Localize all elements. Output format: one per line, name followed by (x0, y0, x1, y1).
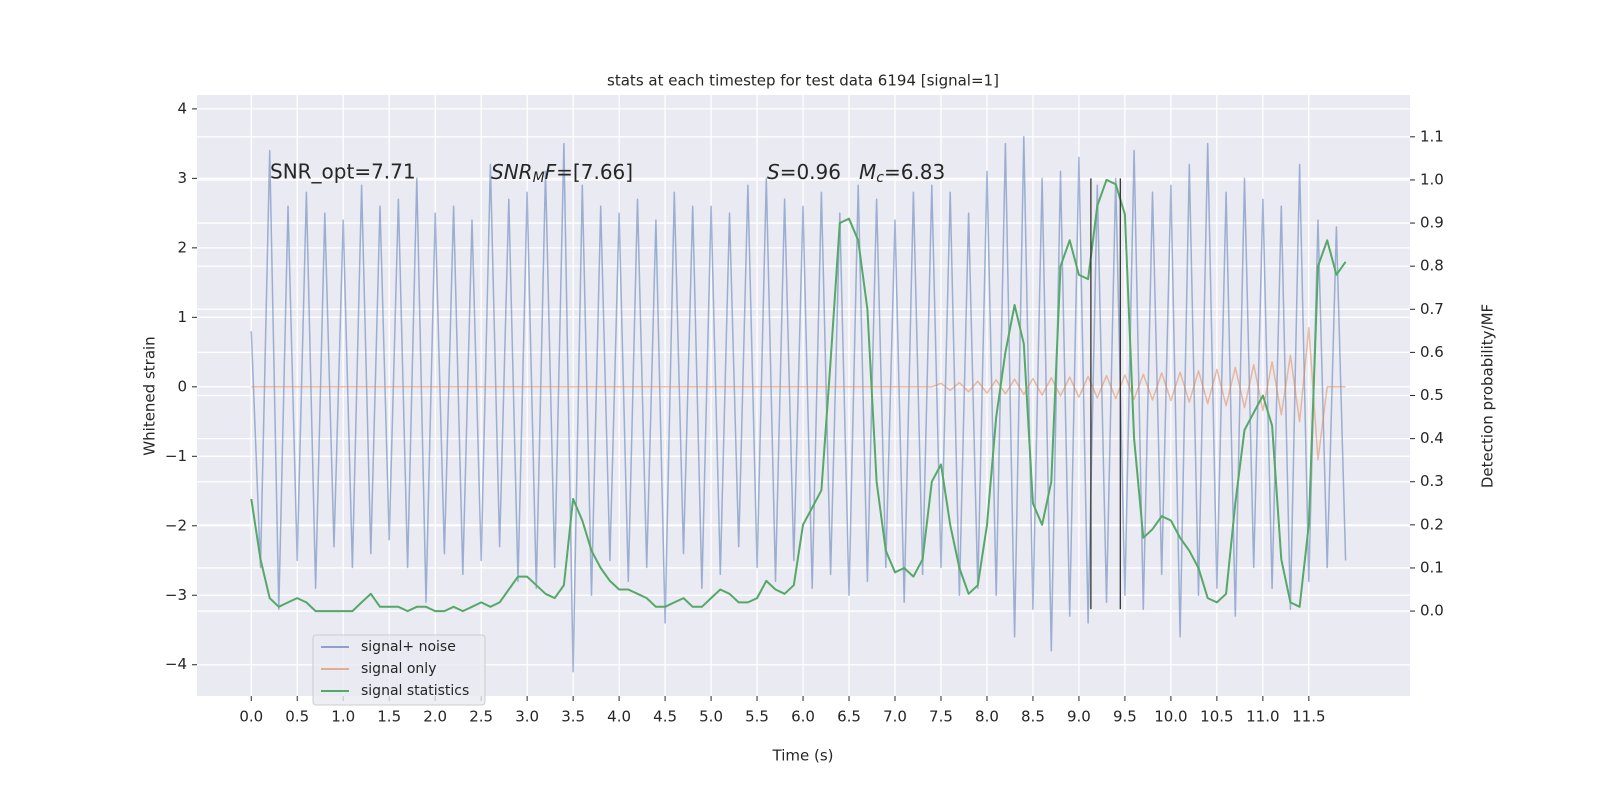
x-tick-label: 3.5 (561, 708, 585, 726)
x-tick-label: 6.0 (791, 708, 815, 726)
y2-tick-label: 0.5 (1420, 386, 1444, 404)
x-tick-label: 5.5 (745, 708, 769, 726)
x-tick-label: 2.0 (423, 708, 447, 726)
y2-tick-label: 0.8 (1420, 257, 1444, 275)
y-tick-label: −4 (165, 655, 187, 673)
annotation-part: M (859, 160, 876, 184)
annotation-part: S (767, 160, 780, 184)
y2-tick-label: 0.2 (1420, 515, 1444, 533)
annotation-part: =0.96 (780, 160, 841, 184)
x-tick-label: 7.0 (883, 708, 907, 726)
y-tick-label: 2 (177, 238, 187, 256)
annotation: Mc=6.83 (859, 160, 945, 187)
series-line (250, 135, 1347, 673)
x-tick-label: 9.5 (1113, 708, 1137, 726)
x-axis-label: Time (s) (772, 747, 834, 765)
annotation-part: F (545, 160, 557, 184)
annotation: S=0.96 (767, 160, 841, 184)
x-tick-label: 0.5 (285, 708, 309, 726)
y-tick-label: −3 (165, 586, 187, 604)
y2-tick-label: 0.3 (1420, 472, 1444, 490)
x-tick-label: 6.5 (837, 708, 861, 726)
annotation-part: =6.83 (884, 160, 945, 184)
x-tick-label: 1.5 (377, 708, 401, 726)
annotation-part: =[7.66] (556, 160, 633, 184)
y2-tick-label: 0.7 (1420, 300, 1444, 318)
x-tick-label: 3.0 (515, 708, 539, 726)
chart-title: stats at each timestep for test data 619… (607, 72, 999, 90)
y2-tick-label: 1.0 (1420, 170, 1444, 188)
x-tick-label: 8.0 (975, 708, 999, 726)
x-tick-label: 0.0 (239, 708, 263, 726)
y2-tick-label: 0.1 (1420, 558, 1444, 576)
x-tick-label: 11.0 (1246, 708, 1279, 726)
y-tick-label: −1 (165, 447, 187, 465)
annotation-part: M (533, 170, 545, 186)
legend-label: signal statistics (361, 683, 469, 699)
y-tick-label: −2 (165, 516, 187, 534)
x-tick-label: 4.0 (607, 708, 631, 726)
series-line (250, 178, 1347, 613)
x-tick-label: 4.5 (653, 708, 677, 726)
y2-tick-label: 0.0 (1420, 602, 1444, 620)
x-tick-label: 7.5 (929, 708, 953, 726)
annotation: SNRMF=[7.66] (491, 160, 633, 187)
series-line (251, 327, 1346, 461)
x-tick-label: 9.0 (1067, 708, 1091, 726)
y2-tick-label: 0.4 (1420, 429, 1444, 447)
annotation: SNR_opt=7.71 (270, 160, 416, 184)
x-tick-label: 10.5 (1200, 708, 1233, 726)
y-tick-label: 4 (177, 99, 187, 117)
y-tick-label: 1 (177, 308, 187, 326)
legend-label: signal only (361, 661, 436, 677)
x-tick-label: 1.0 (331, 708, 355, 726)
y2-tick-label: 0.9 (1420, 214, 1444, 232)
x-tick-label: 11.5 (1292, 708, 1325, 726)
y2-tick-label: 0.6 (1420, 343, 1444, 361)
legend-box (312, 634, 486, 706)
x-tick-label: 10.0 (1154, 708, 1187, 726)
y-tick-label: 3 (177, 169, 187, 187)
y-axis-label: Whitened strain (141, 336, 159, 455)
x-tick-label: 8.5 (1021, 708, 1045, 726)
y2-tick-label: 1.1 (1420, 127, 1444, 145)
annotation-part: c (876, 170, 884, 186)
y2-axis-label: Detection probability/MF (1479, 304, 1497, 488)
x-tick-label: 5.0 (699, 708, 723, 726)
y-tick-label: 0 (177, 377, 187, 395)
x-tick-label: 2.5 (469, 708, 493, 726)
legend-label: signal+ noise (361, 639, 456, 655)
annotation-part: SNR (491, 160, 533, 184)
